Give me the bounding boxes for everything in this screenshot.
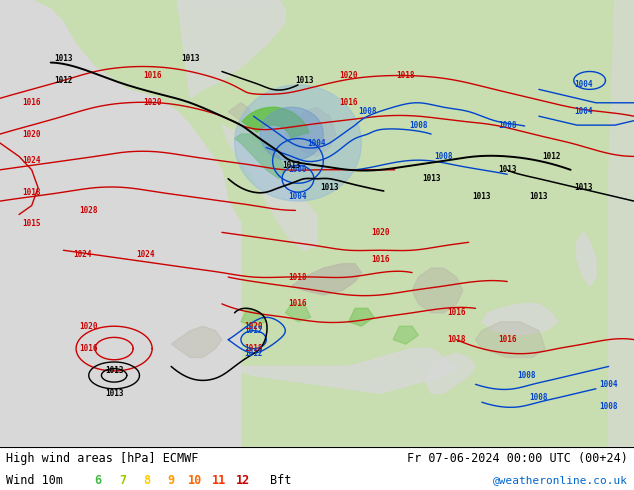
Text: 1015: 1015 (22, 219, 41, 228)
Text: 1024: 1024 (136, 250, 155, 259)
Polygon shape (222, 348, 456, 393)
Text: 1016: 1016 (371, 255, 390, 264)
Text: 1008: 1008 (358, 107, 377, 116)
Text: 1013: 1013 (422, 174, 441, 183)
Text: 1004: 1004 (574, 107, 593, 116)
Polygon shape (260, 107, 323, 161)
Text: 1024: 1024 (73, 250, 92, 259)
Text: 1013: 1013 (282, 161, 301, 170)
Text: 1018: 1018 (244, 344, 263, 353)
Polygon shape (241, 308, 266, 326)
Text: 1004: 1004 (307, 139, 327, 147)
Polygon shape (609, 0, 634, 447)
Polygon shape (222, 125, 317, 250)
Text: 1016: 1016 (143, 72, 162, 80)
Polygon shape (577, 232, 596, 286)
Text: 10: 10 (188, 474, 202, 487)
Polygon shape (178, 0, 285, 98)
Text: 1024: 1024 (22, 156, 41, 166)
Text: 1000: 1000 (288, 165, 307, 174)
Text: 1013: 1013 (529, 192, 548, 201)
Text: 12: 12 (236, 474, 250, 487)
Polygon shape (393, 326, 418, 344)
Text: 1013: 1013 (320, 183, 339, 192)
Text: @weatheronline.co.uk: @weatheronline.co.uk (493, 475, 628, 486)
Polygon shape (228, 103, 254, 125)
Text: 1008: 1008 (498, 121, 517, 130)
Text: 8: 8 (143, 474, 150, 487)
Text: 1020: 1020 (339, 72, 358, 80)
Polygon shape (412, 268, 463, 313)
Text: 1012: 1012 (54, 76, 73, 85)
Text: 1012: 1012 (542, 152, 561, 161)
Text: 1013: 1013 (54, 53, 73, 63)
Text: 1013: 1013 (472, 192, 491, 201)
Text: 1016: 1016 (339, 98, 358, 107)
Text: 1018: 1018 (22, 188, 41, 196)
Text: 7: 7 (119, 474, 126, 487)
Text: 1020: 1020 (244, 322, 263, 331)
Text: 1016: 1016 (288, 299, 307, 308)
Text: 1013: 1013 (105, 367, 124, 375)
Text: 1004: 1004 (599, 380, 618, 389)
Polygon shape (171, 326, 222, 358)
Text: 1004: 1004 (288, 192, 307, 201)
Text: 1008: 1008 (409, 121, 428, 130)
Text: 9: 9 (167, 474, 174, 487)
Polygon shape (235, 134, 285, 179)
Text: 1020: 1020 (143, 98, 162, 107)
Text: 1013: 1013 (574, 183, 593, 192)
Text: 1012: 1012 (244, 348, 263, 358)
Polygon shape (292, 264, 361, 295)
Polygon shape (482, 304, 558, 335)
Text: 6: 6 (94, 474, 102, 487)
Text: Bft: Bft (270, 474, 292, 487)
Polygon shape (242, 107, 309, 138)
Text: 11: 11 (212, 474, 226, 487)
Text: 1013: 1013 (105, 389, 124, 398)
Polygon shape (425, 353, 476, 393)
Text: 1013: 1013 (181, 53, 200, 63)
Text: Wind 10m: Wind 10m (6, 474, 63, 487)
Text: 1016: 1016 (79, 344, 98, 353)
Text: 1012: 1012 (244, 326, 263, 335)
Text: 1018: 1018 (447, 335, 466, 344)
Text: 1020: 1020 (79, 322, 98, 331)
Text: 1018: 1018 (288, 272, 307, 282)
Text: 1016: 1016 (447, 308, 466, 318)
Text: 1008: 1008 (434, 152, 453, 161)
Text: 1013: 1013 (295, 76, 314, 85)
Text: 1016: 1016 (22, 98, 41, 107)
Text: 1016: 1016 (498, 335, 517, 344)
Text: 1013: 1013 (498, 165, 517, 174)
Text: 1004: 1004 (574, 80, 593, 89)
Polygon shape (285, 304, 311, 322)
Polygon shape (349, 308, 374, 326)
Polygon shape (476, 322, 545, 358)
Text: High wind areas [hPa] ECMWF: High wind areas [hPa] ECMWF (6, 452, 198, 466)
Text: 1020: 1020 (371, 228, 390, 237)
Text: 1008: 1008 (517, 371, 536, 380)
Text: 1020: 1020 (22, 129, 41, 139)
Polygon shape (235, 85, 361, 201)
Polygon shape (0, 0, 241, 447)
Text: 1028: 1028 (79, 205, 98, 215)
Text: 1018: 1018 (396, 72, 415, 80)
Polygon shape (285, 107, 336, 156)
Text: 1008: 1008 (599, 402, 618, 411)
Text: 1008: 1008 (529, 393, 548, 402)
Text: Fr 07-06-2024 00:00 UTC (00+24): Fr 07-06-2024 00:00 UTC (00+24) (407, 452, 628, 466)
